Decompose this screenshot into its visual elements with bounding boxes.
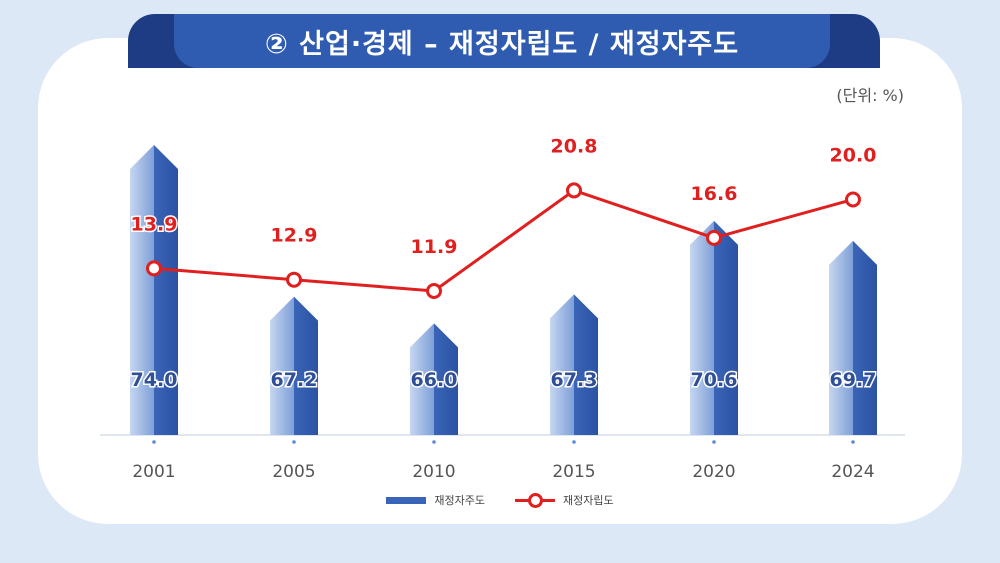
bar-2020 [690, 220, 738, 435]
line-point [566, 182, 582, 199]
legend: 재정자주도 재정자립도 [0, 492, 1000, 508]
bar-face-right [853, 240, 877, 435]
bar-face-right [434, 323, 458, 435]
x-tick-label: 2020 [692, 462, 735, 482]
bar-2015 [550, 294, 598, 435]
bar-value-label: 74.0 [131, 369, 178, 391]
x-tick-mark [152, 440, 156, 444]
bar-2001 [130, 145, 178, 435]
title-banner: ② 산업·경제 – 재정자립도 / 재정자주도 [174, 14, 830, 68]
bar-face-right [714, 220, 738, 435]
chart-card [38, 38, 962, 524]
line-value-label: 20.0 [830, 144, 877, 166]
line-value-label: 20.8 [551, 135, 598, 157]
line-value-label: 11.9 [411, 236, 458, 258]
line-value-label: 13.9 [131, 213, 178, 235]
line-value-label: 16.6 [691, 183, 738, 205]
x-tick-label: 2015 [552, 462, 595, 482]
bar-2024 [829, 240, 877, 435]
x-tick-mark [712, 440, 716, 444]
bar-face-left [550, 294, 574, 435]
bar-value-label: 66.0 [411, 369, 458, 391]
bar-value-label: 67.3 [551, 369, 598, 391]
unit-label: (단위: %) [836, 86, 904, 105]
x-tick-mark [432, 440, 436, 444]
bar-face-right [574, 294, 598, 435]
bar-value-label: 67.2 [271, 369, 318, 391]
bar-face-left [690, 220, 714, 435]
bar-value-label: 69.7 [830, 369, 877, 391]
bar-2010 [410, 323, 458, 435]
legend-bar-swatch [386, 496, 427, 504]
legend-item-bar: 재정자주도 [386, 492, 485, 508]
x-tick-mark [292, 440, 296, 444]
legend-item-line: 재정자립도 [515, 492, 614, 508]
line-point [146, 260, 162, 277]
x-tick-label: 2005 [272, 462, 315, 482]
legend-line-swatch [515, 492, 555, 508]
chart-title: ② 산업·경제 – 재정자립도 / 재정자주도 [264, 28, 740, 60]
bar-face-left [270, 296, 294, 435]
line-series [153, 188, 854, 293]
line-point [845, 191, 861, 208]
bar-2005 [270, 296, 318, 435]
x-tick-mark [851, 440, 855, 444]
legend-line-label: 재정자립도 [563, 494, 614, 507]
x-tick-label: 2024 [831, 462, 874, 482]
legend-bar-label: 재정자주도 [434, 494, 485, 507]
line-point [286, 271, 302, 288]
line-value-label: 12.9 [271, 225, 318, 247]
line-point [426, 283, 442, 299]
bar-face-left [130, 145, 154, 435]
bar-face-right [294, 296, 318, 435]
line-point [706, 229, 722, 246]
bar-face-right [154, 145, 178, 435]
x-tick-label: 2001 [132, 462, 175, 482]
bar-face-left [829, 240, 853, 435]
bar-face-left [410, 323, 434, 435]
x-tick-label: 2010 [412, 462, 455, 482]
x-tick-mark [572, 440, 576, 444]
bar-value-label: 70.6 [691, 369, 738, 391]
